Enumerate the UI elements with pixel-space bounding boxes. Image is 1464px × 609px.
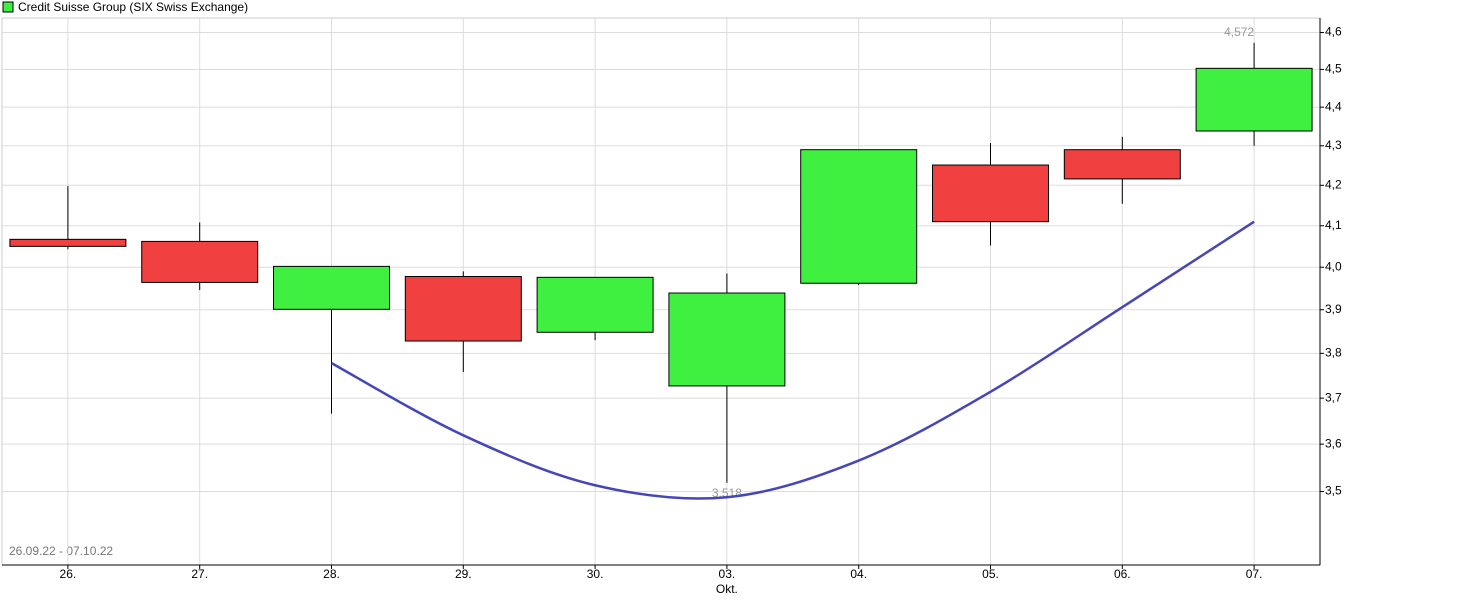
y-tick-label: 3,7 [1325,390,1342,404]
y-tick-label: 4,6 [1325,25,1342,39]
legend-swatch [2,1,14,13]
trend-line [330,220,1255,500]
y-tick-label: 3,5 [1325,484,1342,498]
y-tick-label: 4,1 [1325,218,1342,232]
x-tick-label: 26. [60,567,77,581]
y-tick-label: 4,2 [1325,177,1342,191]
candle-body [668,292,786,387]
legend-label: Credit Suisse Group (SIX Swiss Exchange) [18,0,248,14]
candle-body [141,240,259,283]
x-tick-label: 07. [1246,567,1263,581]
candle-body [536,276,654,333]
candle-body [800,149,918,284]
candle-body [404,275,522,342]
y-tick-label: 3,9 [1325,302,1342,316]
y-tick-label: 4,3 [1325,138,1342,152]
candle-body [273,265,390,310]
y-tick-label: 4,4 [1325,99,1342,113]
y-tick-label: 4,5 [1325,62,1342,76]
y-tick-label: 4,0 [1325,259,1342,273]
candle-body [9,238,127,247]
x-tick-label: 30. [587,567,604,581]
candle-body [932,164,1049,223]
x-tick-label: 05. [982,567,999,581]
y-tick-label: 3,8 [1325,346,1342,360]
x-tick-label: 27. [191,567,208,581]
x-tick-label: 03. [719,567,736,581]
date-range: 26.09.22 - 07.10.22 [9,544,113,558]
candle-body [1063,149,1181,180]
x-tick-label: 06. [1114,567,1131,581]
x-tick-label: 28. [323,567,340,581]
y-tick-label: 3,6 [1325,436,1342,450]
x-tick-label: 29. [455,567,472,581]
x-month-label: Okt. [716,582,738,596]
high-label: 4,572 [1224,25,1254,39]
candle-body [1195,67,1313,132]
x-tick-label: 04. [850,567,867,581]
